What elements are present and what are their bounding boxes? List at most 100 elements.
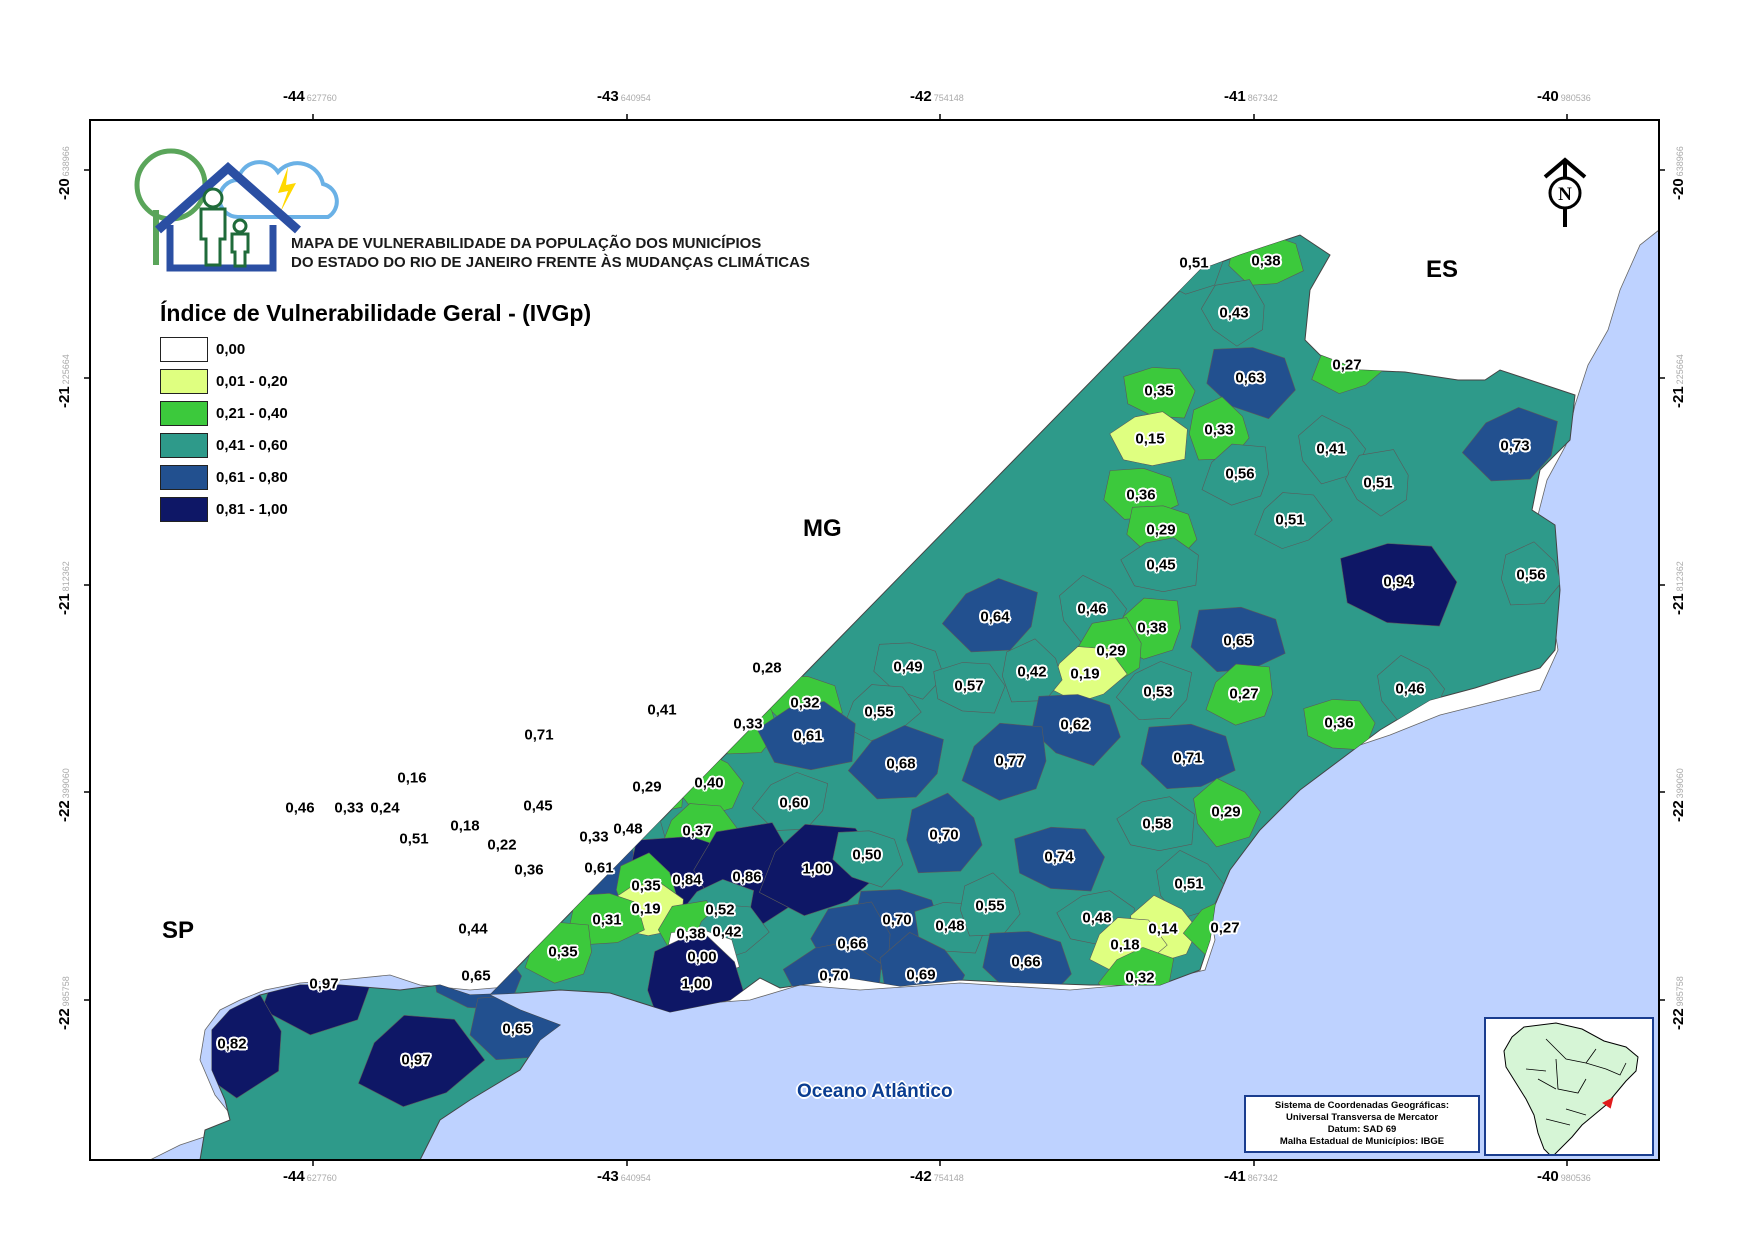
north-label: N: [1558, 184, 1572, 205]
municipality-value-label: 0,36: [1126, 486, 1156, 504]
municipality-value-label: 0,64: [980, 608, 1010, 626]
municipality-value-label: 0,35: [631, 877, 661, 895]
municipality-value-label: 0,73: [1500, 437, 1530, 455]
municipality-value-label: 0,29: [1096, 642, 1126, 660]
graticule-label-right: -21812362: [1670, 561, 1687, 615]
municipality-value-label: 0,15: [1135, 430, 1165, 448]
municipality-value-label: 0,38: [676, 925, 706, 943]
coord-info-line2: Universal Transversa de Mercator: [1285, 1112, 1439, 1123]
municipality-value-label: 0,50: [852, 846, 882, 864]
municipality-value-label: 0,51: [399, 830, 429, 848]
label-mg: MG: [803, 515, 842, 542]
graticule-label-top: -43 640954: [597, 88, 651, 105]
municipality-value-label: 0,56: [1516, 566, 1546, 584]
municipality-value-label: 0,24: [370, 799, 400, 817]
coordinate-info-box: Sistema de Coordenadas Geográficas: Univ…: [1244, 1095, 1480, 1153]
legend-swatch: [160, 497, 208, 522]
legend-label: 0,00: [216, 341, 246, 358]
municipality-value-label: 0,27: [1210, 919, 1240, 937]
municipality-value-label: 0,31: [592, 911, 622, 929]
municipality-value-label: 0,19: [1070, 665, 1100, 683]
municipality-value-label: 0,52: [705, 901, 735, 919]
municipality-value-label: 0,84: [672, 871, 702, 889]
municipality-value-label: 0,28: [752, 659, 782, 677]
municipality-value-label: 0,56: [1225, 465, 1255, 483]
municipality-value-label: 0,48: [935, 917, 965, 935]
graticule-label-top: -42 754148: [910, 88, 964, 105]
municipality-value-label: 0,94: [1383, 573, 1413, 591]
municipality-value-label: 0,77: [995, 752, 1025, 770]
graticule-label-right: -20638966: [1670, 146, 1687, 200]
legend-swatch: [160, 401, 208, 426]
graticule-label-left: -20638966: [56, 146, 73, 200]
municipality-value-label: 0,32: [1125, 969, 1155, 987]
north-arrow-icon: N: [1543, 157, 1587, 227]
legend-swatch: [160, 433, 208, 458]
legend-label: 0,41 - 0,60: [216, 437, 288, 454]
rj-highlight: [1602, 1097, 1614, 1109]
municipality-value-label: 0,55: [864, 703, 894, 721]
municipality-value-label: 0,48: [1082, 909, 1112, 927]
graticule-label-bottom: -42 754148: [910, 1168, 964, 1185]
graticule-label-right: -22985758: [1670, 976, 1687, 1030]
municipality-value-label: 0,65: [1223, 632, 1253, 650]
graticule-label-top: -44 627760: [283, 88, 337, 105]
graticule-label-left: -22985758: [56, 976, 73, 1030]
municipality-value-label: 0,66: [1011, 953, 1041, 971]
municipality-value-label: 0,82: [217, 1035, 247, 1053]
municipality-value-label: 0,42: [712, 923, 742, 941]
map-title-line2: DO ESTADO DO RIO DE JANEIRO FRENTE ÀS MU…: [291, 254, 810, 271]
municipality-value-label: 0,32: [790, 694, 820, 712]
municipality-value-label: 0,55: [975, 897, 1005, 915]
municipality-value-label: 0,70: [929, 826, 959, 844]
municipality-value-label: 0,71: [1173, 749, 1203, 767]
municipality-value-label: 0,46: [1395, 680, 1425, 698]
municipality-value-label: 0,18: [450, 817, 480, 835]
municipality-value-label: 0,16: [397, 769, 427, 787]
municipality-value-label: 0,63: [1235, 369, 1265, 387]
municipality-value-label: 0,29: [1211, 803, 1241, 821]
legend-swatch: [160, 465, 208, 490]
map-title: MAPA DE VULNERABILIDADE DA POPULAÇÃO DOS…: [291, 234, 810, 272]
municipality-value-label: 0,41: [647, 701, 677, 719]
municipality-value-label: 0,29: [632, 778, 662, 796]
municipality-value-label: 0,14: [1148, 920, 1178, 938]
municipality-value-label: 0,29: [1146, 521, 1176, 539]
municipality-value-label: 0,51: [1363, 474, 1393, 492]
south-america-shape: [1503, 1022, 1639, 1154]
graticule-label-bottom: -43 640954: [597, 1168, 651, 1185]
municipality-value-label: 0,51: [1275, 511, 1305, 529]
municipality-value-label: 0,33: [334, 799, 364, 817]
municipality-value-label: 0,74: [1044, 848, 1074, 866]
municipality-value-label: 0,38: [1251, 252, 1281, 270]
municipality-value-label: 0,43: [1219, 304, 1249, 322]
lightning-icon: [278, 167, 296, 213]
municipality-value-label: 0,65: [502, 1020, 532, 1038]
label-es: ES: [1426, 256, 1459, 283]
municipality-value-label: 0,53: [1143, 683, 1173, 701]
graticule-label-top: -41 867342: [1224, 88, 1278, 105]
municipality-value-label: 0,51: [1179, 254, 1209, 272]
municipality-value-label: 0,58: [1142, 815, 1172, 833]
municipality-value-label: 0,97: [309, 975, 339, 993]
municipality-value-label: 0,36: [514, 861, 544, 879]
municipality-value-label: 0,68: [886, 755, 916, 773]
municipality-value-label: 0,36: [1324, 714, 1354, 732]
municipality-value-label: 0,86: [732, 868, 762, 886]
legend-label: 0,81 - 1,00: [216, 501, 288, 518]
municipality-value-label: 0,42: [1017, 663, 1047, 681]
legend-label: 0,21 - 0,40: [216, 405, 288, 422]
municipality-value-label: 0,61: [793, 727, 823, 745]
graticule-label-bottom: -40 980536: [1537, 1168, 1591, 1185]
municipality-value-label: 0,41: [1316, 440, 1346, 458]
municipality-value-label: 0,27: [1229, 685, 1259, 703]
legend-swatch: [160, 337, 208, 362]
municipality-value-label: 0,00: [687, 948, 717, 966]
graticule-label-top: -40 980536: [1537, 88, 1591, 105]
municipality-value-label: 0,18: [1110, 936, 1140, 954]
municipality-value-label: 0,40: [694, 774, 724, 792]
municipality-value-label: 0,70: [819, 967, 849, 985]
legend-title: Índice de Vulnerabilidade Geral - (IVGp): [160, 300, 592, 326]
municipality-value-label: 0,27: [1332, 356, 1362, 374]
